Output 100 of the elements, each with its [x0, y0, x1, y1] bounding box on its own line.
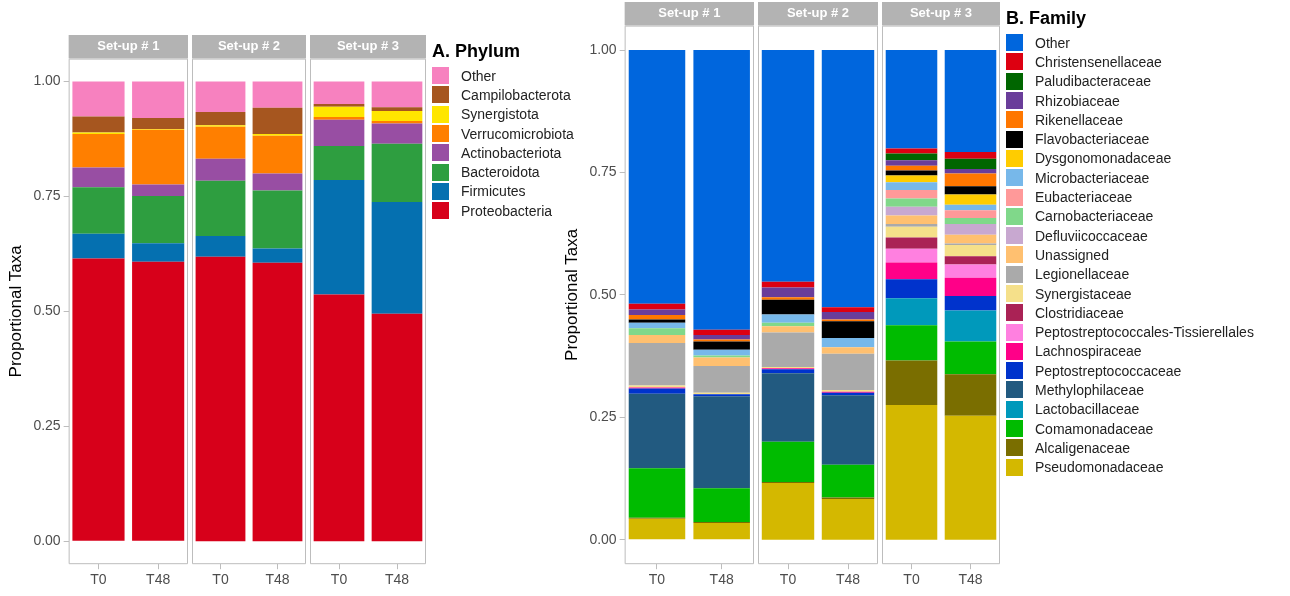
- bar: [885, 190, 938, 199]
- bar: [693, 396, 750, 489]
- bar: [693, 335, 750, 340]
- legend-label: Verrucomicrobiota: [461, 125, 574, 142]
- bar: [885, 50, 938, 149]
- x-tick-label: T48: [835, 571, 861, 588]
- x-tick-label: T0: [330, 571, 348, 588]
- bar: [944, 151, 997, 159]
- legend-label: Bacteroidota: [461, 164, 540, 181]
- bar: [628, 309, 686, 315]
- bar: [628, 50, 686, 304]
- bar: [761, 297, 815, 300]
- bar: [761, 299, 815, 315]
- bar: [821, 347, 875, 354]
- bar: [885, 262, 938, 280]
- legend-label: Firmicutes: [461, 183, 526, 200]
- bar: [313, 116, 365, 120]
- bar: [72, 233, 125, 259]
- bar: [195, 236, 246, 257]
- bar: [944, 310, 997, 342]
- x-tick-label: T48: [709, 571, 734, 588]
- legend-label: Clostridiaceae: [1035, 304, 1124, 321]
- bar: [195, 81, 246, 112]
- bar: [628, 518, 686, 540]
- bar: [885, 153, 938, 161]
- bar: [628, 388, 686, 394]
- legend-label: Campilobacterota: [461, 86, 571, 103]
- chart-title: Set-up # 1: [97, 38, 160, 54]
- bar: [628, 322, 686, 329]
- legend-label: Lactobacillaceae: [1035, 401, 1140, 418]
- legend-label: Other: [461, 67, 497, 84]
- bar: [72, 81, 125, 117]
- legend-label: Comamonadaceae: [1035, 420, 1154, 437]
- bar: [252, 190, 303, 249]
- bar: [132, 261, 185, 541]
- y-tick-label: 0.75: [589, 163, 617, 180]
- bar: [885, 248, 938, 263]
- legend-label: Synergistota: [461, 106, 539, 123]
- bar: [72, 133, 125, 168]
- bar: [944, 264, 997, 278]
- bar: [371, 143, 423, 203]
- bar: [693, 357, 750, 366]
- bar: [628, 342, 686, 386]
- bar: [195, 126, 246, 159]
- bar: [885, 165, 938, 171]
- x-tick-label: T0: [648, 571, 666, 588]
- bar: [885, 223, 938, 227]
- bar: [371, 202, 423, 314]
- y-tick-label: 0.25: [589, 408, 617, 425]
- legend-label: Paludibacteraceae: [1035, 73, 1151, 90]
- bar: [693, 349, 750, 356]
- bar: [72, 187, 125, 234]
- bar: [313, 104, 365, 107]
- chart-title: Set-up # 3: [909, 5, 973, 21]
- chart-title: Set-up # 2: [217, 38, 281, 54]
- bar: [761, 373, 815, 442]
- bar: [693, 50, 750, 330]
- bar: [885, 360, 938, 406]
- bar: [628, 393, 686, 469]
- bar: [693, 341, 750, 350]
- bar: [195, 158, 246, 181]
- bar: [371, 107, 423, 111]
- bar: [195, 180, 246, 237]
- legend-label: Unassigned: [1035, 246, 1109, 263]
- bar: [821, 312, 875, 320]
- legend-label: Peptostreptococcaceae: [1035, 362, 1182, 379]
- bar: [313, 179, 365, 295]
- bar: [72, 258, 125, 541]
- legend-label: Synergistaceae: [1035, 285, 1132, 302]
- bar: [885, 175, 938, 183]
- x-tick-label: T0: [779, 571, 797, 588]
- bar: [885, 206, 938, 216]
- y-tick-label: 0.50: [33, 302, 61, 319]
- bar: [944, 169, 997, 174]
- bar: [885, 215, 938, 224]
- bar: [132, 81, 185, 118]
- y-tick-label: 1.00: [33, 72, 61, 89]
- y-axis-title: Proportional Taxa: [5, 244, 25, 378]
- bar: [944, 186, 997, 195]
- bar: [944, 204, 997, 211]
- bar: [821, 50, 875, 308]
- bar: [252, 173, 303, 191]
- bar: [693, 329, 750, 336]
- x-tick-label: T48: [146, 571, 171, 588]
- bar: [313, 106, 365, 117]
- bar: [821, 395, 875, 465]
- legend-label: Flavobacteriaceae: [1035, 131, 1150, 148]
- legend-label: Methylophilaceae: [1035, 381, 1144, 398]
- bar: [885, 298, 938, 326]
- bar: [885, 148, 938, 154]
- bar: [821, 321, 875, 338]
- legend-label: Rhizobiaceae: [1035, 92, 1120, 109]
- legend-label: Legionellaceae: [1035, 266, 1130, 283]
- bar: [195, 111, 246, 126]
- bar: [821, 353, 875, 390]
- bar: [885, 226, 938, 238]
- bar: [761, 369, 815, 374]
- bar: [252, 107, 303, 134]
- bar: [944, 295, 997, 311]
- bar: [944, 218, 997, 224]
